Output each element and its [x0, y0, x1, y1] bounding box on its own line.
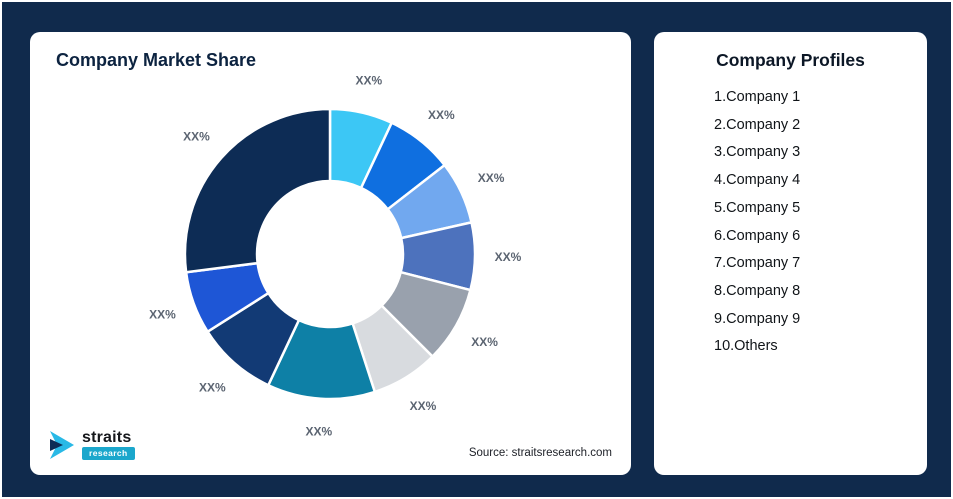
- straits-logo-icon: [50, 431, 74, 459]
- slice-label-7: XX%: [305, 425, 332, 439]
- slice-label-6: XX%: [410, 399, 437, 413]
- profiles-title: Company Profiles: [716, 50, 865, 70]
- donut-chart: XX% XX% XX% XX% XX% XX% XX% XX% XX% XX%: [30, 32, 631, 475]
- profile-item-4: 4.Company 4: [714, 172, 801, 189]
- profile-item-6: 6.Company 6: [714, 227, 801, 244]
- profile-item-8: 8.Company 8: [714, 282, 801, 299]
- company-profiles-card: Company Profiles 1.Company 1 2.Company 2…: [654, 32, 927, 475]
- profile-item-5: 5.Company 5: [714, 199, 801, 216]
- profiles-list: 1.Company 1 2.Company 2 3.Company 3 4.Co…: [714, 84, 800, 361]
- profile-item-3: 3.Company 3: [714, 144, 801, 161]
- profile-item-2: 2.Company 2: [714, 116, 801, 133]
- slice-label-9: XX%: [149, 307, 176, 321]
- slice-label-2: XX%: [428, 108, 455, 122]
- market-share-card: Company Market Share XX% XX% XX% XX% XX% XX% X…: [30, 32, 631, 475]
- slice-label-4: XX%: [495, 250, 522, 264]
- profile-item-7: 7.Company 7: [714, 255, 801, 272]
- slice-label-1: XX%: [355, 73, 382, 87]
- profile-item-1: 1.Company 1: [714, 89, 801, 105]
- slice-label-5: XX%: [471, 335, 498, 349]
- slice-label-10: XX%: [183, 129, 210, 143]
- logo-sub-text: research: [82, 447, 135, 460]
- profile-item-9: 9.Company 9: [714, 310, 801, 327]
- profile-item-10: 10.Others: [714, 338, 778, 355]
- logo-name-text: straits: [82, 429, 132, 446]
- slice-label-3: XX%: [478, 171, 505, 185]
- straits-logo: straits research: [50, 429, 135, 461]
- logo-text-column: straits research: [82, 430, 135, 460]
- chart-title: Company Market Share: [56, 50, 257, 70]
- slice-label-8: XX%: [199, 381, 226, 395]
- source-text: Source: straitsresearch.com: [468, 447, 612, 459]
- donut-chart-svg: XX% XX% XX% XX% XX% XX% XX% XX% XX% XX%: [149, 73, 522, 439]
- donut-segment-10: [183, 107, 332, 274]
